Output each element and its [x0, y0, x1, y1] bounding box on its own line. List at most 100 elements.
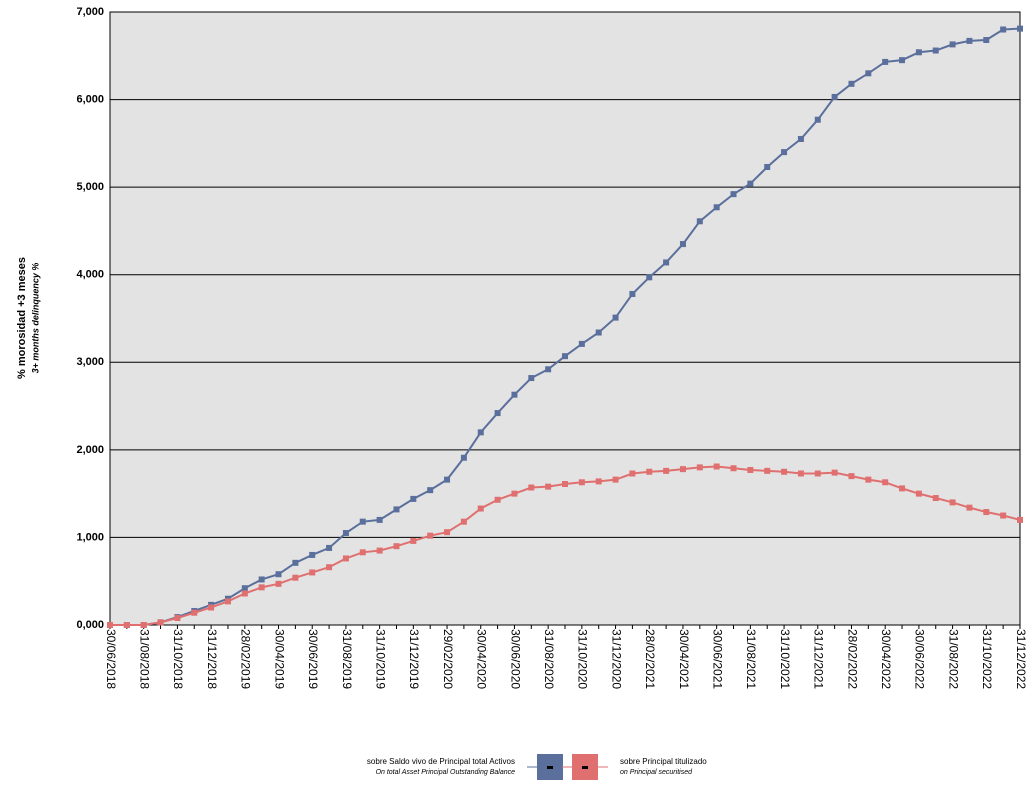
point [376, 516, 383, 523]
x-tick-label: 30/06/2018 [104, 629, 118, 689]
x-tick-label: 31/10/2020 [576, 629, 590, 689]
point [545, 366, 552, 373]
point [814, 470, 821, 477]
point [932, 495, 939, 502]
x-tick-label: 31/08/2022 [946, 629, 960, 689]
point [915, 49, 922, 56]
point [292, 574, 299, 581]
x-tick-label: 31/10/2021 [778, 629, 792, 689]
y-tick-label: 5,000 [76, 181, 104, 193]
point [326, 544, 333, 551]
point [730, 465, 737, 472]
legend-label: sobre Saldo vivo de Principal total Acti… [367, 757, 515, 766]
point [983, 509, 990, 516]
point [444, 476, 451, 483]
point [595, 329, 602, 336]
point [528, 375, 535, 382]
point [747, 180, 754, 187]
y-tick-label: 6,000 [76, 93, 104, 105]
y-axis-title: % morosidad +3 meses [16, 257, 28, 379]
plot-area [110, 12, 1020, 625]
y-tick-label: 3,000 [76, 356, 104, 368]
point [393, 543, 400, 550]
point [629, 470, 636, 477]
x-tick-label: 31/08/2020 [542, 629, 556, 689]
legend-sublabel: On total Asset Principal Outstanding Bal… [376, 769, 516, 776]
point [899, 485, 906, 492]
point [713, 463, 720, 470]
point [764, 164, 771, 171]
point [494, 496, 501, 503]
x-tick-label: 30/04/2020 [475, 629, 489, 689]
point [427, 487, 434, 494]
point [865, 70, 872, 77]
point [494, 410, 501, 417]
x-tick-label: 28/02/2021 [643, 629, 657, 689]
point [797, 470, 804, 477]
point [713, 204, 720, 211]
point [208, 604, 215, 611]
point [157, 619, 164, 626]
point [427, 532, 434, 539]
x-tick-label: 31/10/2022 [980, 629, 994, 689]
x-tick-label: 30/06/2020 [508, 629, 522, 689]
point [629, 290, 636, 297]
point [949, 499, 956, 506]
y-tick-label: 7,000 [76, 6, 104, 18]
x-tick-label: 31/10/2019 [373, 629, 387, 689]
point [359, 549, 366, 556]
x-tick-label: 31/08/2021 [744, 629, 758, 689]
x-tick-label: 31/08/2019 [340, 629, 354, 689]
point [764, 467, 771, 474]
legend-dash [582, 766, 588, 769]
point [191, 609, 198, 616]
point [545, 483, 552, 490]
point [679, 466, 686, 473]
point [359, 518, 366, 525]
point [460, 454, 467, 461]
point [578, 340, 585, 347]
x-tick-label: 31/12/2020 [609, 629, 623, 689]
x-tick-label: 31/12/2018 [205, 629, 219, 689]
point [107, 622, 113, 628]
x-tick-label: 31/12/2019 [407, 629, 421, 689]
point [241, 590, 248, 597]
point [915, 490, 922, 497]
point [410, 537, 417, 544]
x-tick-label: 30/06/2019 [306, 629, 320, 689]
point [342, 530, 349, 537]
y-axis-subtitle: 3+ months delinquency % [30, 263, 40, 374]
point [528, 484, 535, 491]
point [781, 149, 788, 156]
point [460, 518, 467, 525]
point [932, 47, 939, 54]
x-tick-label: 30/04/2021 [677, 629, 691, 689]
point [831, 469, 838, 476]
point [730, 191, 737, 198]
x-tick-label: 29/02/2020 [441, 629, 455, 689]
point [123, 622, 130, 628]
point [1000, 512, 1007, 519]
point [899, 57, 906, 64]
legend-label: sobre Principal titulizado [620, 757, 707, 766]
x-tick-label: 30/06/2022 [913, 629, 927, 689]
point [562, 481, 568, 488]
point [966, 37, 973, 44]
x-tick-label: 31/12/2022 [1014, 629, 1027, 689]
point [848, 80, 855, 87]
point [140, 622, 147, 628]
point [477, 505, 484, 512]
x-tick-label: 28/02/2019 [239, 629, 253, 689]
y-tick-label: 2,000 [76, 444, 104, 456]
point [966, 504, 973, 511]
legend-sublabel: on Principal securitised [620, 769, 693, 776]
point [241, 585, 248, 592]
point [275, 571, 282, 578]
point [679, 241, 686, 248]
point [511, 391, 518, 398]
x-tick-label: 31/08/2018 [138, 629, 152, 689]
point [882, 479, 889, 486]
point [578, 479, 585, 486]
y-tick-label: 4,000 [76, 269, 104, 281]
